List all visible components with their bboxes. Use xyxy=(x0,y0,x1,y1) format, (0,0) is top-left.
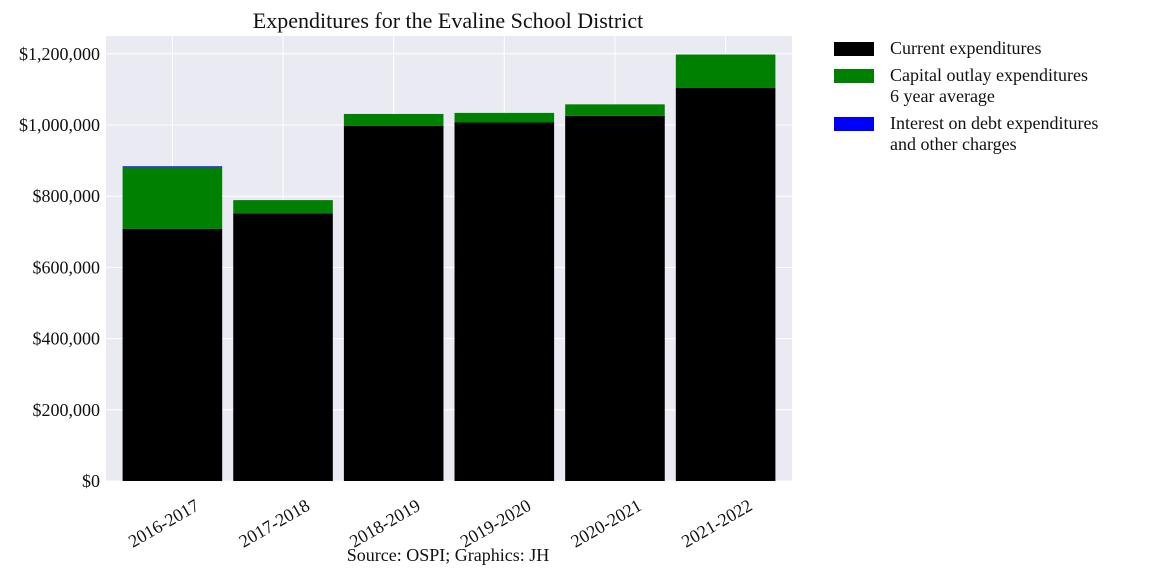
bar-2018-2019-series-0 xyxy=(343,125,444,481)
legend-swatch xyxy=(834,69,874,83)
bar-2017-2018-series-1 xyxy=(233,200,333,214)
legend-item: Capital outlay expenditures 6 year avera… xyxy=(834,65,1098,107)
x-tick-label: 2018-2019 xyxy=(346,495,424,551)
x-tick-label: 2019-2020 xyxy=(457,495,535,551)
bars xyxy=(122,54,776,482)
legend-item: Current expenditures xyxy=(834,38,1098,59)
bar-2021-2022-series-0 xyxy=(675,87,776,481)
legend-label: Capital outlay expenditures 6 year avera… xyxy=(890,65,1088,106)
bar-2019-2020-series-1 xyxy=(454,112,555,123)
x-axis: 2016-2017 2017-2018 2018-2019 2019-2020 2020… xyxy=(125,495,756,551)
bar-2020-2021-series-1 xyxy=(565,104,665,116)
legend-label: Current expenditures xyxy=(890,38,1042,58)
bar-2016-2017-series-2 xyxy=(122,166,223,168)
bar-2017-2018-series-0 xyxy=(233,213,333,481)
x-tick-label: 2017-2018 xyxy=(235,495,313,551)
legend-swatch xyxy=(834,42,874,56)
bar-2016-2017-series-0 xyxy=(122,228,223,481)
x-tick-label: 2016-2017 xyxy=(125,495,203,551)
x-tick-label: 2021-2022 xyxy=(678,495,756,551)
y-tick-label: $0 xyxy=(82,471,100,491)
y-tick-label: $200,000 xyxy=(33,400,101,420)
y-tick-label: $600,000 xyxy=(33,257,101,277)
bar-2018-2019-series-1 xyxy=(343,113,444,126)
legend-swatch xyxy=(834,117,874,131)
legend-item: Interest on debt expenditures and other … xyxy=(834,113,1098,155)
y-tick-label: $800,000 xyxy=(33,186,101,206)
y-tick-label: $1,200,000 xyxy=(19,44,100,64)
bar-2019-2020-series-0 xyxy=(454,122,555,482)
y-tick-label: $1,000,000 xyxy=(19,115,100,135)
y-tick-label: $400,000 xyxy=(33,329,101,349)
bar-2016-2017-series-1 xyxy=(122,167,223,229)
legend-label: Interest on debt expenditures and other … xyxy=(890,113,1099,154)
bar-2020-2021-series-0 xyxy=(565,115,665,481)
source-note: Source: OSPI; Graphics: JH xyxy=(347,545,549,565)
x-tick-label: 2020-2021 xyxy=(567,495,645,551)
chart-title: Expenditures for the Evaline School Dist… xyxy=(253,8,643,33)
bar-2021-2022-series-1 xyxy=(675,54,776,88)
legend: Current expenditures Capital outlay expen… xyxy=(834,38,1098,161)
y-axis: $0 $200,000 $400,000 $600,000 $800,000 $1,000… xyxy=(19,44,100,491)
